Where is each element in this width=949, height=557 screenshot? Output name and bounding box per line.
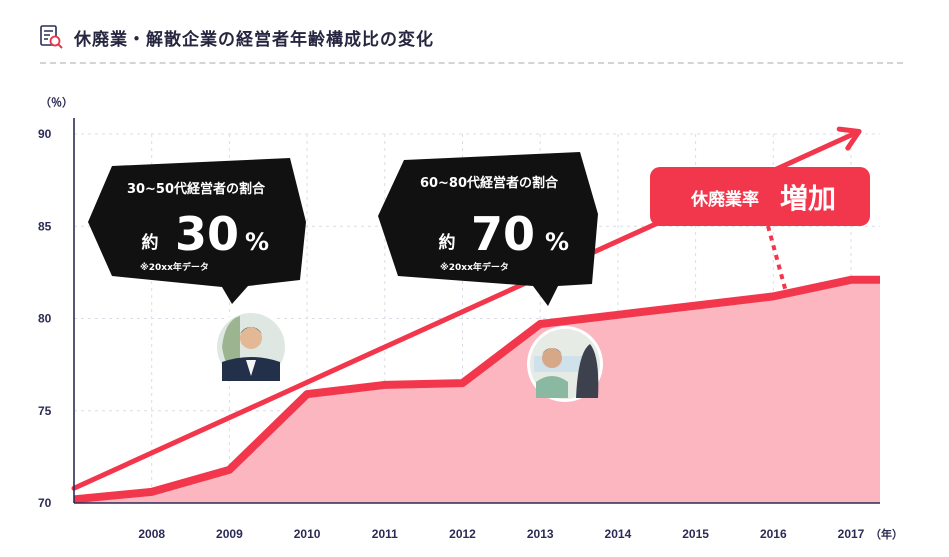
y-tick-label: 75: [38, 404, 52, 418]
callout-right-heading: 60~80代経営者の割合: [420, 175, 559, 191]
callout-left-prefix: 約: [142, 232, 159, 253]
series-line: [73, 275, 880, 504]
x-tick-label: 2017: [838, 527, 865, 541]
callout-right-note: ※20xx年データ: [440, 261, 509, 273]
x-tick-label: 2014: [605, 527, 632, 541]
x-tick-labels: 2008 2009 2010 2011 2012 2013 2014 2015 2016 2017: [138, 527, 864, 541]
x-tick-label: 2011: [372, 527, 398, 541]
y-axis-label: （％）: [40, 96, 73, 109]
badge-emphasis: 増加: [780, 182, 836, 215]
face-icon: [240, 327, 262, 349]
increase-badge: 休廃業率 増加: [650, 167, 870, 293]
y-tick-label: 80: [38, 312, 52, 326]
badge-text: 休廃業率: [690, 189, 759, 210]
shirt-icon: [536, 376, 568, 398]
header-divider: [40, 62, 903, 64]
callout-right-bubble: [378, 152, 598, 306]
x-tick-label: 2012: [449, 527, 476, 541]
x-tick-label: 2016: [760, 527, 787, 541]
callout-left-heading: 30~50代経営者の割合: [127, 181, 266, 197]
callout-left: 30~50代経営者の割合 約 30 % ※20xx年データ: [88, 158, 306, 304]
badge-pointer-dotted-line: [766, 225, 788, 293]
callout-left-value: 30: [175, 207, 239, 261]
y-tick-labels: 70 75 80 85 90: [38, 127, 52, 510]
face-icon: [542, 348, 562, 368]
chart-title: 休廃業・解散企業の経営者年齢構成比の変化: [74, 29, 434, 50]
callout-right-value: 70: [471, 207, 535, 261]
x-tick-label: 2010: [294, 527, 321, 541]
area-fill: [74, 279, 880, 503]
trend-arrow-head-icon: [836, 126, 862, 151]
callout-right-unit: %: [545, 228, 569, 256]
callout-right: 60~80代経営者の割合 約 70 % ※20xx年データ: [378, 152, 598, 306]
x-tick-label: 2008: [138, 527, 165, 541]
x-tick-label: 2015: [682, 527, 709, 541]
y-tick-label: 90: [38, 127, 52, 141]
y-tick-label: 70: [38, 496, 52, 510]
badge-background: [650, 167, 870, 226]
callout-left-note: ※20xx年データ: [140, 261, 209, 273]
axes: [73, 118, 880, 504]
x-axis-label: （年）: [870, 527, 903, 541]
avatar-senior: [527, 326, 603, 402]
document-search-icon: [40, 25, 63, 49]
x-tick-label: 2013: [527, 527, 554, 541]
chart-header: 休廃業・解散企業の経営者年齢構成比の変化: [38, 22, 434, 52]
callout-left-bubble: [88, 158, 306, 304]
y-tick-label: 85: [38, 219, 52, 233]
callout-right-prefix: 約: [439, 232, 456, 253]
callout-left-unit: %: [245, 228, 269, 256]
x-tick-label: 2009: [216, 527, 243, 541]
avatar-young: [214, 310, 288, 384]
